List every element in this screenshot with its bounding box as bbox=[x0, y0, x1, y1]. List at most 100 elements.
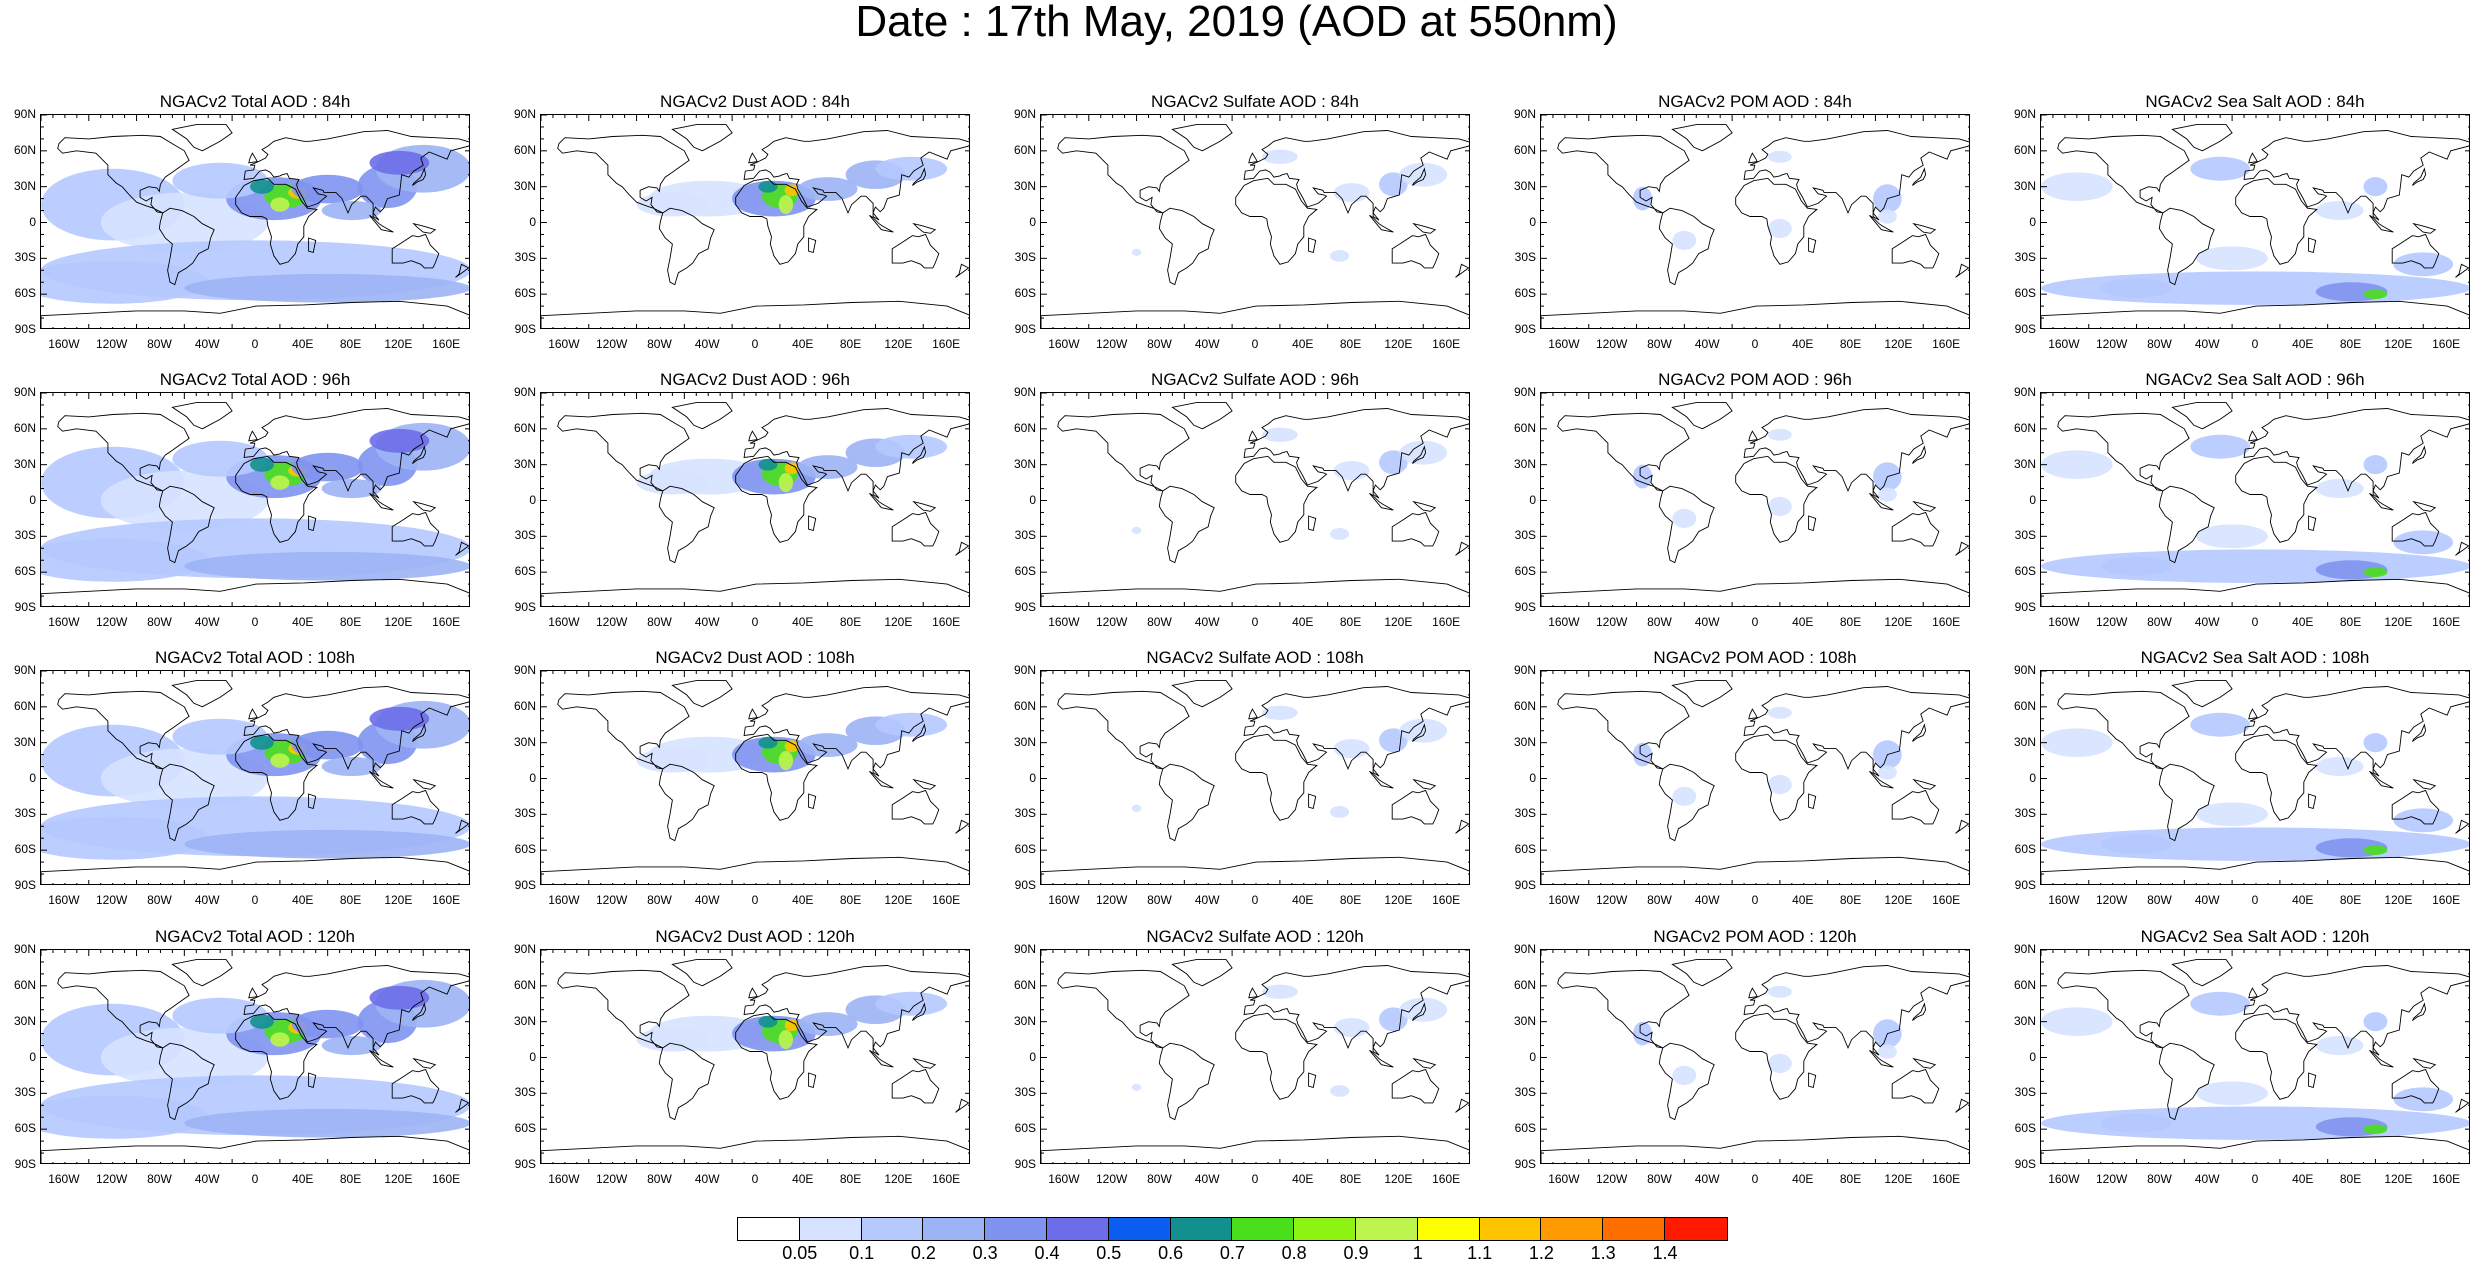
aod-shading bbox=[2190, 991, 2251, 1016]
coastline bbox=[412, 1002, 427, 1021]
aod-shading bbox=[2363, 1124, 2388, 1134]
lat-label: 60N bbox=[13, 142, 36, 157]
world-map bbox=[2041, 393, 2469, 606]
lon-label: 80E bbox=[1339, 1172, 1362, 1186]
lon-label: 160E bbox=[932, 1172, 961, 1186]
coastline bbox=[1912, 1057, 1937, 1069]
coastline bbox=[412, 445, 427, 464]
world-map bbox=[541, 393, 969, 606]
coastline bbox=[2041, 578, 2469, 606]
coastline bbox=[1158, 1042, 1215, 1121]
lon-label: 0 bbox=[751, 337, 759, 351]
colorbar-label: 0.3 bbox=[972, 1243, 998, 1263]
lon-label: 80E bbox=[339, 615, 362, 629]
coastline bbox=[158, 763, 215, 842]
world-map bbox=[1041, 950, 1469, 1163]
lon-label: 120W bbox=[2095, 337, 2128, 351]
lon-label: 160W bbox=[548, 615, 580, 629]
coastline bbox=[2235, 177, 2318, 265]
coastline bbox=[2243, 686, 2469, 777]
aod-shading bbox=[2363, 567, 2388, 577]
lat-label: 30S bbox=[1514, 528, 1536, 543]
coastline bbox=[171, 124, 233, 152]
lon-label: 80W bbox=[647, 893, 672, 907]
world-map bbox=[541, 671, 969, 884]
aod-shading bbox=[2363, 177, 2388, 197]
coastline bbox=[1748, 430, 1758, 442]
lat-label: 90S bbox=[14, 600, 36, 614]
lat-label: 60S bbox=[1014, 286, 1036, 301]
coastline bbox=[735, 177, 818, 265]
lon-label: 80E bbox=[1339, 893, 1362, 907]
coastline bbox=[1412, 500, 1437, 512]
lat-label: 90S bbox=[514, 1157, 536, 1171]
coastline bbox=[743, 965, 969, 1056]
aod-shading bbox=[1261, 149, 1298, 164]
coastline bbox=[735, 1012, 818, 1100]
world-map bbox=[1541, 115, 1969, 328]
lat-label: 30N bbox=[2013, 1013, 2036, 1028]
coastline bbox=[2391, 511, 2440, 547]
lon-label: 80W bbox=[1647, 337, 1672, 351]
lon-label: 80W bbox=[2147, 615, 2172, 629]
lat-label: 90S bbox=[1014, 1157, 1036, 1171]
colorbar-swatch bbox=[923, 1218, 986, 1240]
lat-label: 30S bbox=[14, 528, 36, 543]
coastline bbox=[2243, 965, 2469, 1056]
coastline bbox=[2243, 408, 2469, 499]
lat-label: 0 bbox=[1529, 214, 1536, 229]
lon-label: 160E bbox=[1932, 337, 1961, 351]
lat-label: 90N bbox=[1013, 663, 1036, 677]
coastline bbox=[891, 1068, 940, 1104]
coastline bbox=[1658, 763, 1715, 842]
lat-label: 60N bbox=[1513, 142, 1536, 157]
lon-label: 40E bbox=[1292, 615, 1314, 629]
coastline bbox=[308, 793, 317, 809]
colorbar-label: 1.4 bbox=[1652, 1243, 1678, 1263]
coastline bbox=[2412, 500, 2437, 512]
coastline bbox=[171, 680, 233, 708]
lat-label: 30S bbox=[2014, 806, 2036, 821]
map-panel: NGACv2 Sulfate AOD : 120h 90N 60N 30N 0 30S 60… bbox=[1000, 927, 1500, 1197]
lon-label: 120E bbox=[884, 615, 913, 629]
lon-label: 40W bbox=[694, 337, 720, 351]
aod-shading bbox=[270, 475, 290, 490]
coastline bbox=[2369, 214, 2394, 233]
lat-label: 30N bbox=[13, 734, 36, 749]
lon-label: 160E bbox=[432, 337, 461, 351]
lon-label: 120W bbox=[2095, 1172, 2128, 1186]
coastline bbox=[1541, 300, 1969, 328]
world-map bbox=[2041, 671, 2469, 884]
panel-title: NGACv2 Sulfate AOD : 96h bbox=[1151, 370, 1359, 389]
lon-label: 40W bbox=[1694, 1172, 1720, 1186]
coastline bbox=[158, 207, 215, 286]
lat-label: 90S bbox=[1014, 600, 1036, 614]
map-frame bbox=[540, 114, 970, 329]
lat-label: 60N bbox=[513, 977, 536, 992]
coastline bbox=[955, 541, 969, 556]
coastline bbox=[455, 263, 469, 278]
coastline bbox=[671, 402, 733, 430]
lat-label: 90N bbox=[13, 942, 36, 956]
aod-shading bbox=[1261, 427, 1298, 442]
coastline bbox=[2158, 207, 2215, 286]
lat-label: 0 bbox=[1029, 1049, 1036, 1064]
lon-label: 120E bbox=[1384, 615, 1413, 629]
coastline bbox=[1541, 1135, 1969, 1163]
lon-label: 160E bbox=[1432, 615, 1461, 629]
coastline bbox=[2391, 1068, 2440, 1104]
lat-label: 60N bbox=[1013, 142, 1036, 157]
coastline bbox=[1671, 959, 1733, 987]
coastline bbox=[1912, 167, 1927, 186]
lon-label: 160W bbox=[548, 337, 580, 351]
coastline bbox=[2235, 733, 2318, 821]
lon-label: 40E bbox=[1792, 337, 1814, 351]
map-panel: NGACv2 POM AOD : 96h 90N 60N 30N 0 30S 60S 90S 1… bbox=[1500, 370, 2000, 640]
coastline bbox=[1308, 1072, 1317, 1088]
lat-label: 30S bbox=[2014, 528, 2036, 543]
lon-label: 40E bbox=[1792, 893, 1814, 907]
lat-label: 90N bbox=[1013, 942, 1036, 956]
lon-label: 120W bbox=[1095, 893, 1128, 907]
lon-label: 160E bbox=[1932, 893, 1961, 907]
lat-label: 60N bbox=[1013, 698, 1036, 713]
